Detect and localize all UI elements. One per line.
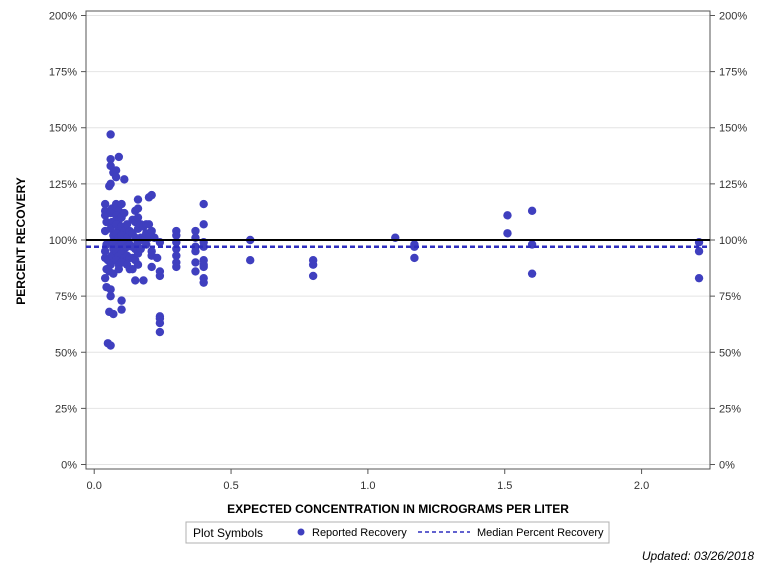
data-point — [120, 175, 129, 184]
data-point — [694, 273, 704, 283]
data-point — [133, 213, 143, 222]
y-tick-label-left: 175% — [49, 67, 77, 79]
data-point — [133, 260, 143, 269]
data-point — [106, 291, 115, 301]
data-point — [106, 154, 115, 164]
data-point — [172, 251, 181, 260]
y-tick-label-right: 100% — [719, 235, 747, 247]
data-point — [139, 276, 148, 285]
data-point — [111, 172, 121, 182]
y-tick-label-right: 200% — [719, 10, 747, 22]
data-point — [106, 130, 115, 139]
data-point — [199, 278, 208, 287]
y-tick-label-right: 125% — [719, 179, 747, 191]
data-point — [246, 256, 255, 265]
data-point — [172, 231, 181, 240]
y-tick-label-left: 200% — [49, 10, 77, 22]
data-point — [199, 199, 208, 209]
y-tick-label-left: 150% — [49, 123, 77, 135]
data-point — [155, 318, 165, 328]
tick-labels: 0% 0% 25% 25% 50% 50% 75% 75% 100% 100% 125% 125% 15… — [49, 10, 747, 492]
y-tick-label-left: 25% — [55, 403, 77, 415]
y-tick-label-left: 75% — [55, 291, 77, 303]
data-point — [133, 204, 143, 213]
legend-title: Plot Symbols — [193, 526, 263, 540]
y-axis-label: PERCENT RECOVERY — [14, 177, 28, 305]
data-point — [410, 253, 419, 263]
data-point — [111, 166, 121, 175]
legend-item-median: Median Percent Recovery — [477, 527, 604, 539]
data-point — [117, 305, 126, 314]
legend-item-reported: Reported Recovery — [312, 527, 407, 539]
data-point — [155, 327, 165, 337]
data-point — [100, 273, 110, 283]
data-points — [100, 130, 704, 350]
data-point — [527, 269, 537, 278]
data-point — [172, 262, 181, 272]
data-point — [191, 226, 200, 236]
data-point — [694, 247, 704, 256]
data-point — [106, 341, 115, 350]
data-point — [155, 271, 165, 281]
data-point — [191, 267, 200, 276]
y-tick-label-left: 100% — [49, 235, 77, 247]
data-point — [199, 262, 208, 272]
y-tick-label-right: 50% — [719, 347, 741, 359]
legend-marker-reported — [297, 528, 305, 536]
data-point — [191, 258, 200, 267]
data-point — [117, 199, 126, 209]
x-tick-label: 0.5 — [223, 480, 238, 492]
data-point — [527, 206, 537, 216]
data-point — [503, 229, 512, 238]
data-point — [147, 226, 156, 236]
data-point — [100, 247, 110, 256]
data-point — [147, 262, 156, 272]
updated-date: Updated: 03/26/2018 — [641, 549, 754, 563]
y-tick-label-right: 0% — [719, 460, 735, 472]
reference-lines — [86, 239, 710, 248]
legend: Plot Symbols Reported Recovery Median Pe… — [185, 521, 610, 544]
y-tick-label-right: 150% — [719, 123, 747, 135]
data-point — [133, 195, 143, 204]
x-tick-label: 1.0 — [360, 480, 375, 492]
data-point — [147, 190, 156, 200]
data-point — [199, 242, 208, 251]
data-point — [100, 199, 110, 209]
y-tick-label-left: 125% — [49, 179, 77, 191]
data-point — [106, 285, 115, 294]
data-point — [503, 211, 512, 220]
x-tick-label: 2.0 — [634, 480, 649, 492]
x-tick-label: 1.5 — [497, 480, 512, 492]
data-point — [144, 220, 154, 229]
y-tick-label-right: 75% — [719, 291, 741, 303]
x-axis-label: EXPECTED CONCENTRATION IN MICROGRAMS PER… — [227, 502, 569, 516]
y-tick-label-left: 0% — [61, 460, 77, 472]
data-point — [106, 179, 115, 189]
data-point — [114, 264, 124, 274]
y-tick-label-right: 25% — [719, 403, 741, 415]
data-point — [152, 253, 162, 263]
y-tick-label-left: 50% — [55, 347, 77, 359]
data-point — [114, 152, 124, 162]
legend-box — [185, 521, 610, 544]
data-point — [109, 309, 118, 319]
data-point — [120, 208, 129, 218]
x-tick-label: 0.0 — [87, 480, 102, 492]
data-point — [191, 247, 200, 256]
data-point — [308, 260, 318, 269]
y-tick-label-right: 175% — [719, 67, 747, 79]
data-point — [308, 271, 318, 281]
data-point — [131, 276, 140, 285]
data-point — [117, 296, 126, 305]
data-point — [199, 220, 208, 229]
